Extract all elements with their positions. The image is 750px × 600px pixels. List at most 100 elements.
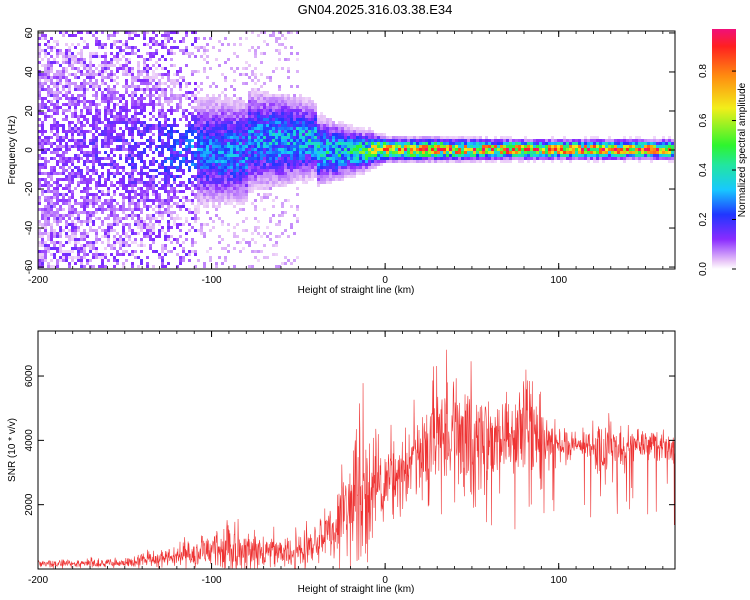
spectrogram-cell [281, 166, 284, 169]
spectrogram-cell [44, 52, 47, 55]
spectrogram-cell [47, 184, 50, 187]
spectrogram-cell [479, 151, 482, 154]
spectrogram-cell [200, 154, 203, 157]
spectrogram-cell [128, 145, 131, 148]
spectrogram-cell [212, 154, 215, 157]
spectrogram-cell [62, 178, 65, 181]
spectrogram-cell [77, 202, 80, 205]
spectrogram-cell [386, 145, 389, 148]
spectrogram-cell [137, 256, 140, 259]
spectrogram-cell [284, 94, 287, 97]
spectrogram-cell [530, 145, 533, 148]
spectrogram-cell [110, 79, 113, 82]
spectrogram-cell [146, 208, 149, 211]
spectrogram-cell [104, 139, 107, 142]
spectrogram-cell [155, 169, 158, 172]
spectrogram-cell [128, 238, 131, 241]
spectrogram-cell [254, 181, 257, 184]
spectrogram-cell [41, 244, 44, 247]
spectrogram-cell [74, 76, 77, 79]
spectrogram-cell [206, 127, 209, 130]
spectrogram-cell [272, 154, 275, 157]
spectrogram-cell [263, 166, 266, 169]
spectrogram-cell [158, 133, 161, 136]
spectrogram-cell [107, 127, 110, 130]
spectrogram-cell [317, 151, 320, 154]
spectrogram-cell [152, 115, 155, 118]
spectrogram-cell [38, 145, 41, 148]
spectrogram-cell [176, 190, 179, 193]
spectrogram-cell [71, 112, 74, 115]
spectrogram-cell [257, 175, 260, 178]
spectrogram-cell [275, 163, 278, 166]
spectrogram-cell [182, 250, 185, 253]
spectrogram-cell [191, 160, 194, 163]
spectrogram-cell [245, 169, 248, 172]
spectrogram-cell [242, 184, 245, 187]
spectrogram-cell [161, 211, 164, 214]
spectrogram-cell [170, 133, 173, 136]
spectrogram-cell [44, 247, 47, 250]
spectrogram-cell [278, 154, 281, 157]
spectrogram-cell [38, 262, 41, 265]
spectrogram-cell [560, 148, 563, 151]
spectrogram-cell [272, 112, 275, 115]
spectrogram-cell [116, 238, 119, 241]
spectrogram-cell [41, 193, 44, 196]
spectrogram-cell [311, 124, 314, 127]
spectrogram-cell [287, 31, 290, 34]
spectrogram-cell [302, 145, 305, 148]
spectrogram-cell [92, 199, 95, 202]
spectrogram-cell [95, 187, 98, 190]
spectrogram-cell [65, 118, 68, 121]
spectrogram-cell [107, 208, 110, 211]
spectrogram-cell [56, 40, 59, 43]
spectrogram-cell [257, 166, 260, 169]
spectrogram-cell [248, 154, 251, 157]
spectrogram-cell [221, 172, 224, 175]
spectrogram-cell [107, 97, 110, 100]
spectrogram-cell [41, 37, 44, 40]
spectrogram-cell [323, 175, 326, 178]
spectrogram-cell [131, 217, 134, 220]
spectrogram-cell [68, 91, 71, 94]
spectrogram-cell [518, 160, 521, 163]
spectrogram-cell [56, 73, 59, 76]
spectrogram-cell [41, 253, 44, 256]
spectrogram-cell [41, 100, 44, 103]
spectrogram-cell [176, 265, 179, 268]
spectrogram-cell [305, 175, 308, 178]
spectrogram-cell [221, 184, 224, 187]
spectrogram-cell [185, 151, 188, 154]
spectrogram-cell [344, 163, 347, 166]
spectrogram-cell [539, 148, 542, 151]
spectrogram-cell [302, 136, 305, 139]
spectrogram-cell [140, 208, 143, 211]
spectrogram-cell [140, 55, 143, 58]
spectrogram-cell [440, 139, 443, 142]
spectrogram-cell [110, 124, 113, 127]
spectrogram-cell [230, 121, 233, 124]
spectrogram-cell [407, 139, 410, 142]
spectrogram-cell [302, 121, 305, 124]
spectrogram-cell [110, 172, 113, 175]
spectrogram-cell [530, 139, 533, 142]
spectrogram-cell [101, 202, 104, 205]
spectrogram-cell [305, 118, 308, 121]
spectrogram-cell [317, 184, 320, 187]
spectrogram-cell [206, 97, 209, 100]
spectrogram-cell [131, 163, 134, 166]
spectrogram-cell [227, 142, 230, 145]
spectrogram-cell [347, 148, 350, 151]
spectrogram-cell [218, 103, 221, 106]
spectrogram-cell [362, 142, 365, 145]
spectrogram-cell [44, 241, 47, 244]
spectrogram-cell [299, 178, 302, 181]
spectrogram-cell [245, 109, 248, 112]
spectrogram-cell [239, 121, 242, 124]
spectrogram-cell [224, 130, 227, 133]
spectrogram-cell [338, 154, 341, 157]
spectrogram-cell [290, 205, 293, 208]
spectrogram-cell [368, 133, 371, 136]
spectrogram-cell [62, 61, 65, 64]
